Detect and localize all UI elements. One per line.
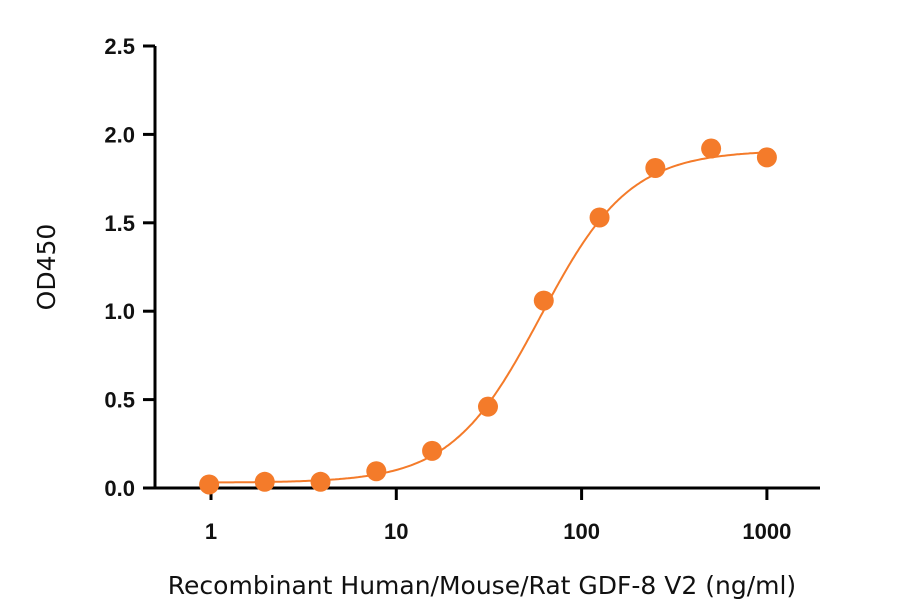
data-point <box>254 471 275 492</box>
data-point <box>422 440 443 461</box>
fit-curve <box>209 151 767 484</box>
data-point <box>645 157 666 178</box>
y-tick-label: 1.5 <box>104 211 135 236</box>
y-tick-label: 2.0 <box>104 122 135 147</box>
data-point <box>199 474 220 495</box>
y-axis-title: OD450 <box>32 224 61 311</box>
x-tick-label: 100 <box>563 519 600 544</box>
data-point <box>533 290 554 311</box>
data-point <box>589 207 610 228</box>
y-tick-label: 1.0 <box>104 299 135 324</box>
data-point <box>310 471 331 492</box>
y-tick-label: 0.0 <box>104 476 135 501</box>
data-point <box>701 138 722 159</box>
y-tick-label: 0.5 <box>104 388 135 413</box>
x-axis-title: Recombinant Human/Mouse/Rat GDF-8 V2 (ng… <box>168 571 796 600</box>
axes: 0.0 0.5 1.0 1.5 2.0 2.5 1 10 100 1000 <box>104 34 820 544</box>
data-point <box>477 396 498 417</box>
x-tick-label: 1000 <box>742 519 791 544</box>
x-tick-label: 1 <box>205 519 217 544</box>
data-points <box>199 138 777 495</box>
y-tick-label: 2.5 <box>104 34 135 59</box>
data-point <box>756 147 777 168</box>
x-tick-label: 10 <box>384 519 408 544</box>
data-point <box>366 461 387 482</box>
